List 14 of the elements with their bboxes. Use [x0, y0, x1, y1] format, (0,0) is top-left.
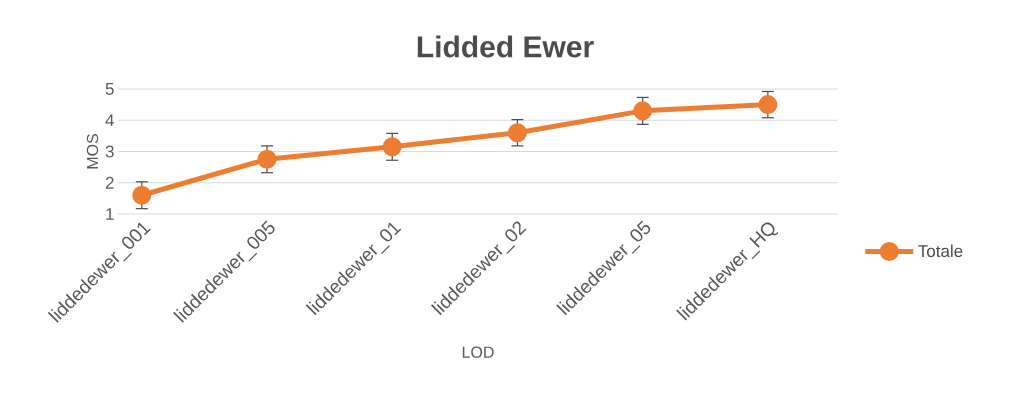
- y-axis-title: MOS: [86, 134, 99, 169]
- y-tick-label: 4: [105, 114, 114, 127]
- x-axis-title: LOD: [462, 346, 494, 358]
- y-tick-label: 2: [105, 176, 114, 189]
- point: [633, 101, 653, 121]
- point: [382, 137, 402, 157]
- legend-label: Totale: [918, 244, 963, 258]
- y-tick-label: 5: [105, 83, 114, 95]
- y-tick-label: 1: [106, 208, 114, 220]
- point: [132, 185, 152, 205]
- y-tick-label: 3: [105, 145, 114, 158]
- point: [257, 149, 277, 169]
- chart-title: Lidded Ewer: [417, 35, 594, 58]
- point: [758, 95, 778, 115]
